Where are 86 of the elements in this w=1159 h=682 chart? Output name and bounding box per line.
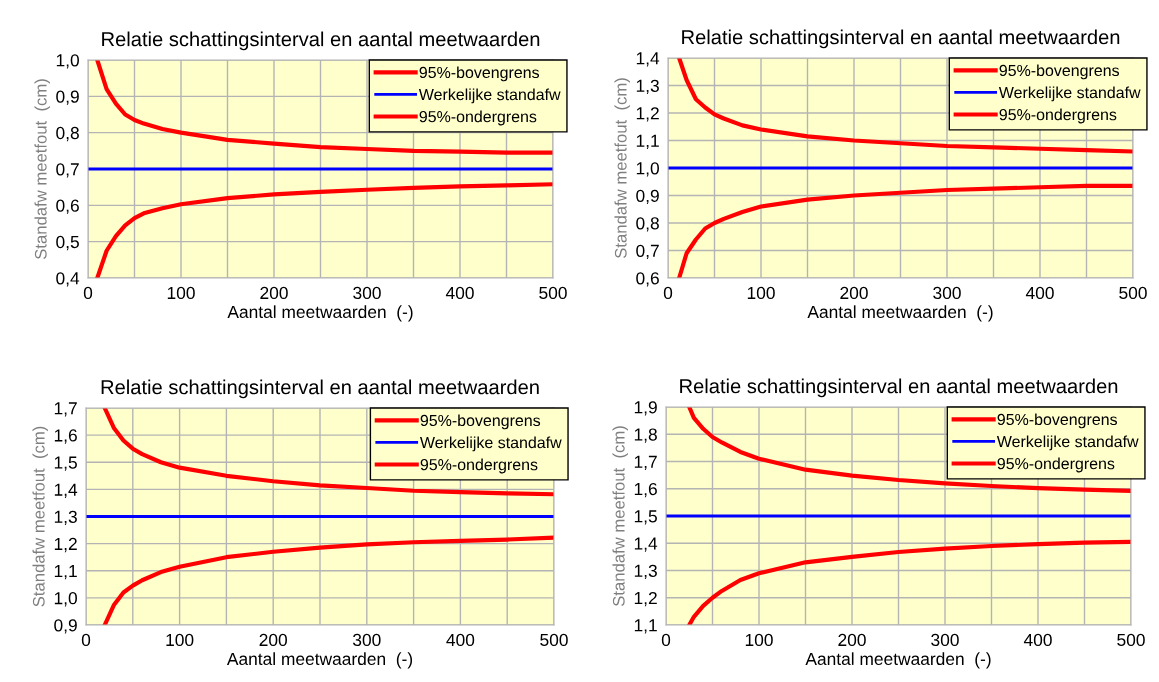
x-tick-label: 0 [83, 286, 93, 300]
y-tick-label: 1,0 [54, 592, 77, 607]
x-tick-label: 100 [747, 286, 775, 300]
y-tick-label: 0,9 [54, 619, 77, 634]
y-tick-label: 1,3 [54, 510, 77, 526]
y-tick-label: 1,1 [54, 565, 77, 580]
legend-label: Werkelijke standafw [419, 436, 562, 452]
x-tick-label: 200 [840, 286, 868, 300]
chart-title: Relatie schattingsinterval en aantal meetwaarden [680, 378, 1118, 398]
y-tick-label: 0,8 [636, 217, 659, 232]
line-series [687, 539, 1131, 625]
legend-label: 95%-ondergrens [997, 457, 1115, 473]
chart-title: Relatie schattingsinterval en aantal meetwaarden [102, 31, 540, 51]
x-tick-label: 400 [446, 633, 475, 647]
y-tick-label: 0,7 [56, 163, 79, 178]
legend-label: 95%-ondergrens [999, 108, 1117, 124]
legend-label: 95%-bovengrens [999, 64, 1119, 80]
y-tick-label: 0,6 [56, 199, 79, 214]
y-axis-title: Standafw meetfout (cm) [612, 426, 628, 607]
x-tick-label: 100 [745, 633, 773, 647]
y-tick-label: 1,0 [56, 54, 79, 69]
x-tick-label: 300 [931, 633, 959, 647]
y-tick-label: 0,7 [636, 244, 659, 260]
y-tick-label: 1,2 [634, 591, 657, 607]
y-tick-label: 1,1 [634, 619, 657, 634]
y-axis-title: Standafw meetfout (cm) [34, 79, 50, 260]
x-tick-label: 200 [260, 286, 288, 300]
y-tick-label: 1,9 [634, 401, 657, 416]
y-tick-label: 0,9 [56, 90, 79, 105]
x-axis-title: Aantal meetwaarden (-) [227, 305, 413, 322]
chart-title: Relatie schattingsinterval en aantal meetwaarden [101, 379, 539, 399]
y-tick-label: 1,2 [636, 107, 659, 122]
y-axis-title: Standafw meetfout (cm) [32, 426, 48, 607]
x-tick-label: 300 [353, 286, 381, 300]
x-tick-label: 500 [540, 633, 568, 647]
y-tick-label: 1,4 [54, 483, 78, 498]
x-axis-title: Aantal meetwaarden (-) [226, 652, 413, 669]
legend-label: Werkelijke standafw [996, 435, 1139, 451]
y-tick-label: 1,8 [634, 428, 657, 443]
line-series [95, 182, 553, 278]
line-series [102, 535, 554, 625]
legend-label: 95%-ondergrens [420, 458, 538, 474]
y-tick-label: 1,2 [54, 537, 77, 553]
x-tick-label: 0 [663, 286, 673, 300]
x-tick-label: 300 [933, 286, 961, 300]
y-tick-label: 0,9 [636, 189, 659, 205]
x-tick-label: 300 [352, 633, 381, 647]
y-tick-label: 1,1 [636, 134, 659, 150]
y-tick-label: 1,7 [634, 455, 657, 471]
y-tick-label: 1,4 [634, 537, 658, 552]
x-tick-label: 400 [445, 286, 474, 300]
x-axis-title: Aantal meetwaarden (-) [807, 305, 993, 322]
y-tick-label: 1,6 [634, 482, 657, 498]
y-tick-label: 1,5 [634, 510, 657, 525]
y-tick-label: 1,7 [54, 402, 77, 417]
x-tick-label: 200 [259, 633, 288, 647]
legend-label: Werkelijke standafw [418, 88, 561, 104]
line-series [677, 183, 1133, 278]
y-tick-label: 1,4 [636, 52, 660, 67]
y-axis-title: Standafw meetfout (cm) [614, 78, 630, 259]
y-tick-label: 1,3 [634, 564, 657, 580]
x-tick-label: 100 [167, 286, 195, 300]
x-tick-label: 200 [838, 633, 866, 647]
y-tick-label: 1,5 [54, 456, 77, 471]
x-tick-label: 500 [1119, 286, 1147, 300]
legend-label: Werkelijke standafw [998, 86, 1141, 102]
x-tick-label: 100 [166, 633, 194, 647]
x-tick-label: 0 [661, 633, 671, 647]
y-tick-label: 0,6 [636, 272, 659, 287]
y-tick-label: 1,6 [54, 429, 77, 444]
x-tick-label: 0 [81, 633, 91, 647]
legend-label: 95%-ondergrens [419, 110, 537, 126]
x-tick-label: 500 [539, 286, 567, 300]
y-tick-label: 0,8 [56, 126, 79, 142]
chart-title: Relatie schattingsinterval en aantal meetwaarden [682, 29, 1120, 49]
x-tick-label: 400 [1023, 633, 1052, 647]
legend-label: 95%-bovengrens [997, 413, 1117, 429]
y-tick-label: 0,5 [56, 235, 79, 251]
x-axis-title: Aantal meetwaarden (-) [805, 652, 991, 669]
x-tick-label: 500 [1117, 633, 1145, 647]
y-tick-label: 1,0 [636, 162, 659, 177]
x-tick-label: 400 [1025, 286, 1054, 300]
y-tick-label: 1,3 [636, 79, 659, 95]
y-tick-label: 0,4 [56, 272, 80, 287]
legend-label: 95%-bovengrens [419, 66, 539, 82]
legend-label: 95%-bovengrens [420, 414, 541, 430]
